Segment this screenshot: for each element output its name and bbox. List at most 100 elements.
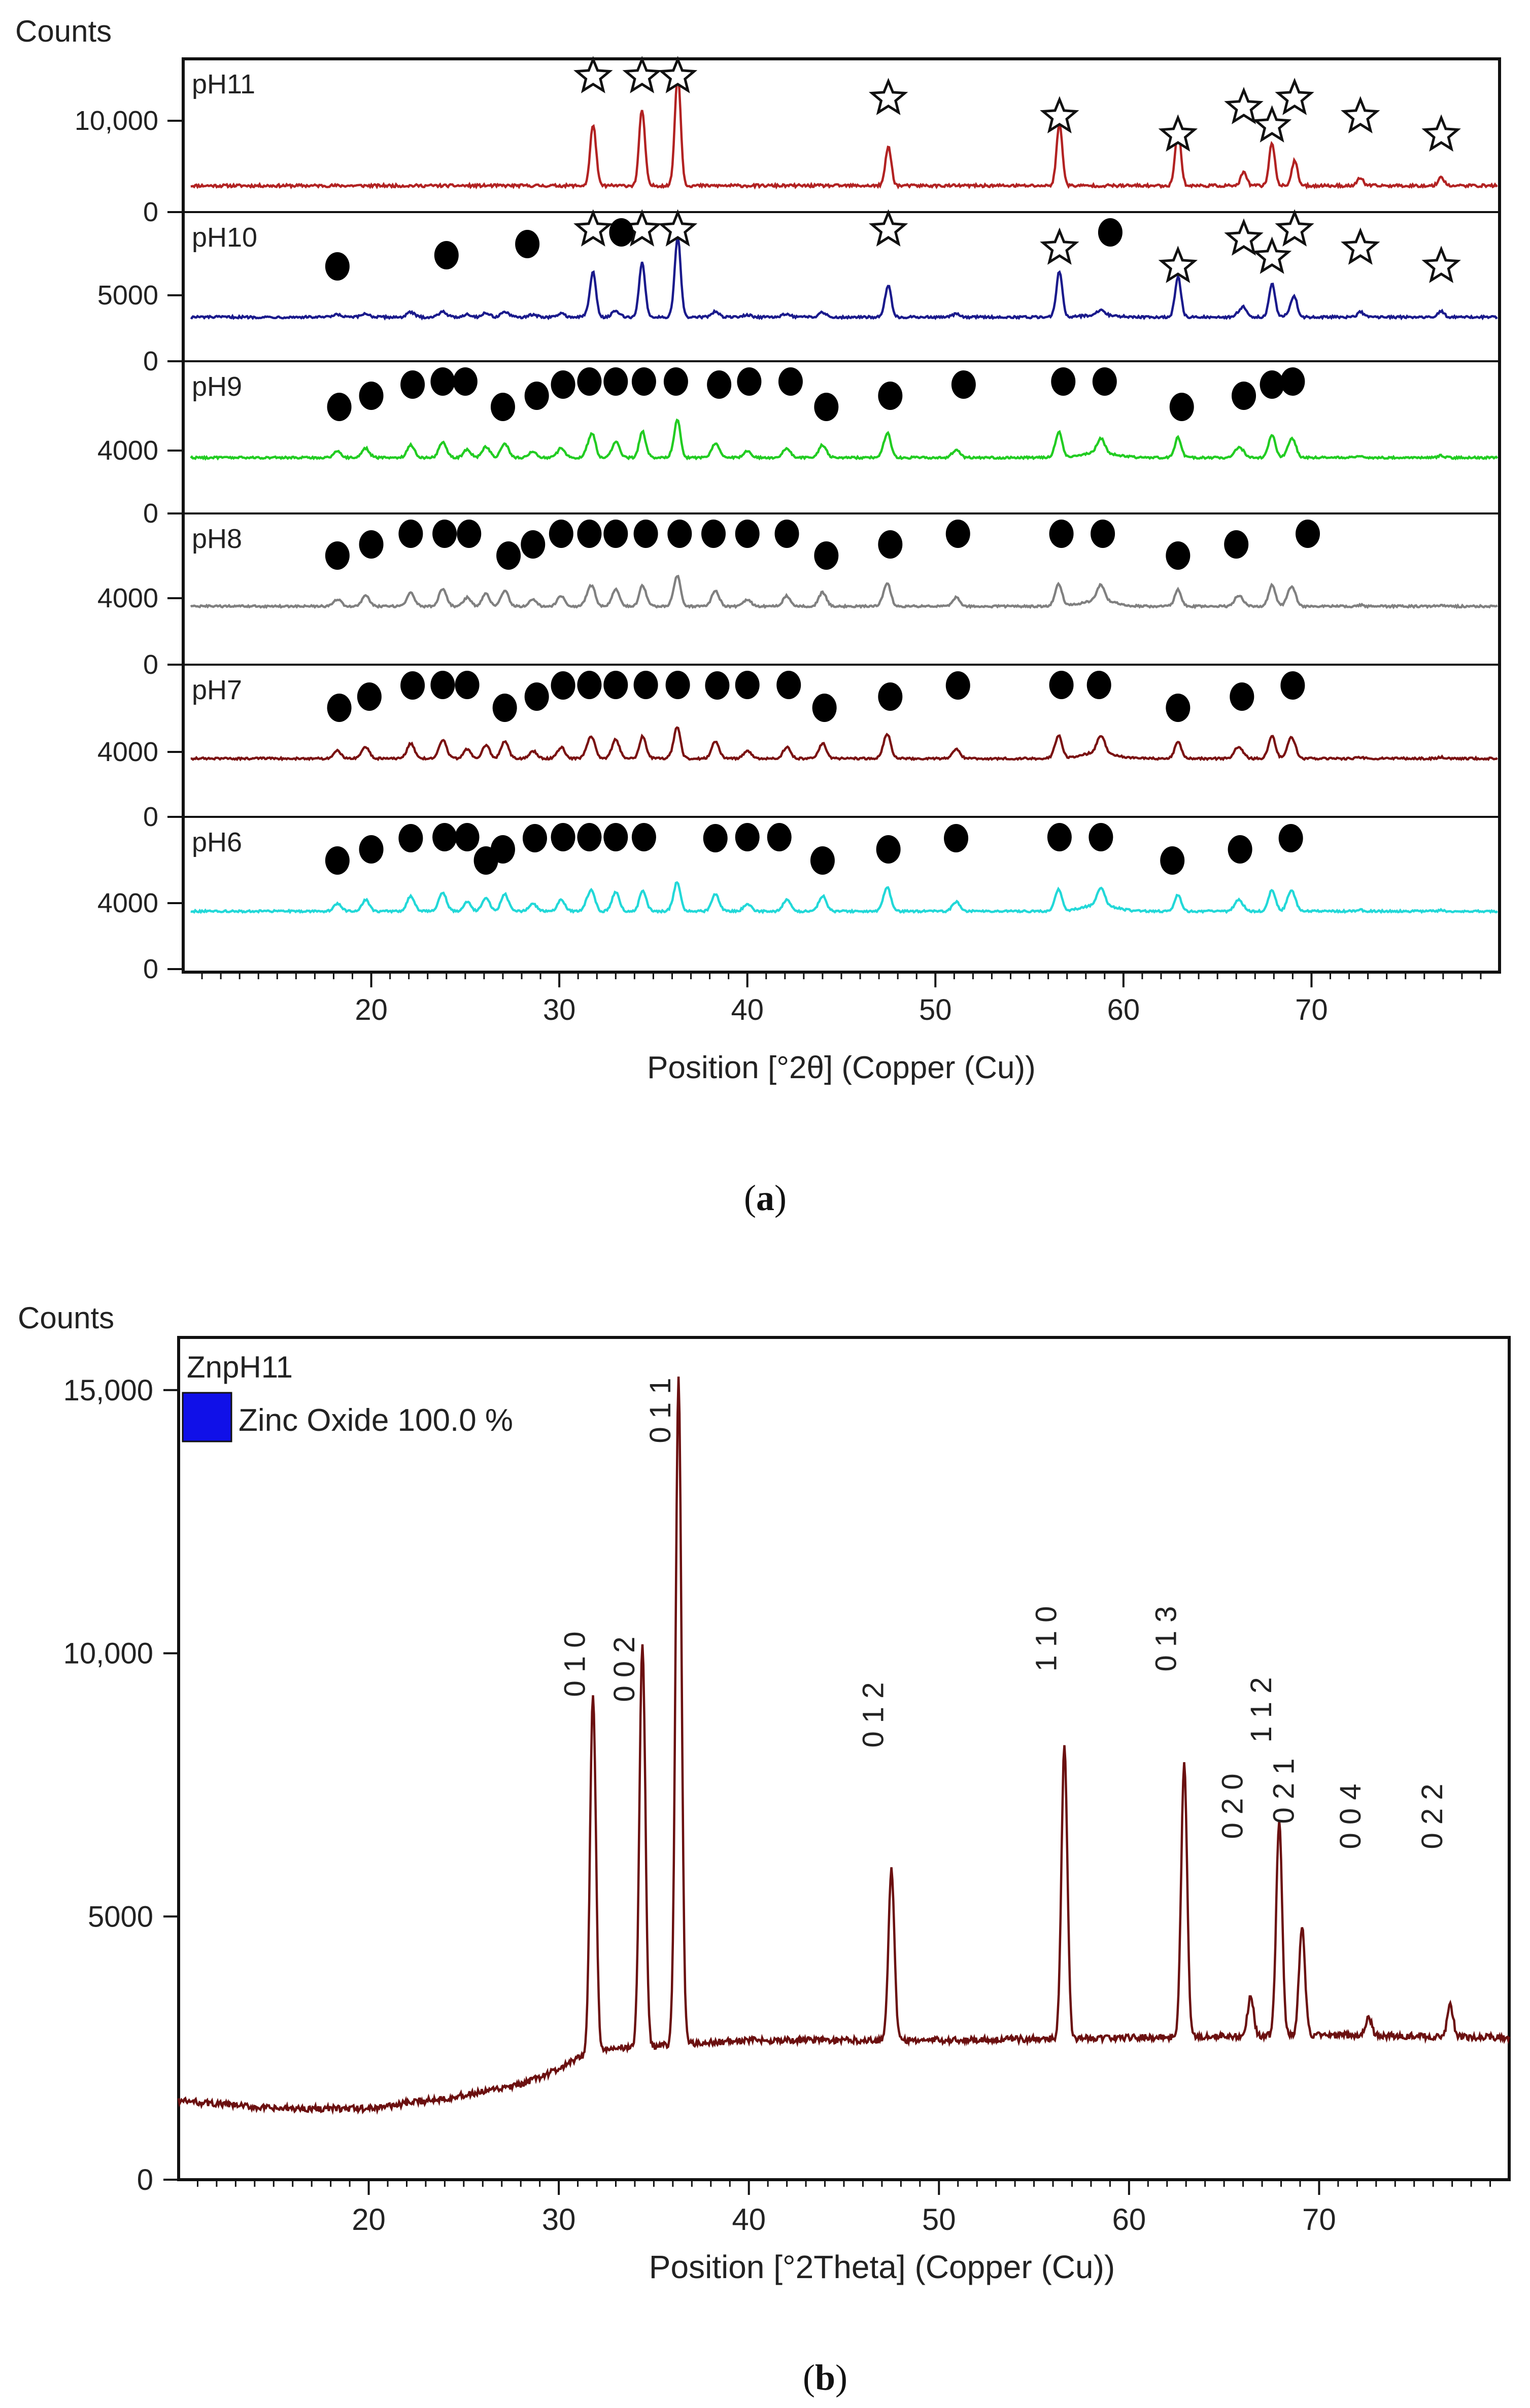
chart-a-panel-pH11: pH11 10,000 0 — [75, 56, 1498, 227]
chart-a-xrd-ph-series: Counts pH1110,0000pH1050000pH940000pH840… — [15, 14, 1501, 1085]
chart-a-lzh-dot-marker — [1092, 367, 1117, 396]
chart-b-hkl-label: 0 0 4 — [1334, 1784, 1367, 1849]
caption-b: (b) — [803, 2357, 847, 2398]
caption-a: (a) — [744, 1178, 787, 1218]
chart-b-plot: 0 1 0 0 0 2 0 1 1 0 1 2 1 1 0 0 1 3 0 2 0 1 1 2… — [63, 1374, 1511, 2196]
chart-a-lzh-dot-marker — [737, 367, 762, 396]
chart-a-lzh-dot-marker — [1047, 823, 1072, 851]
chart-a-lzh-dot-marker — [1166, 694, 1191, 722]
chart-a-lzh-dot-marker — [603, 367, 628, 396]
chart-a-lzh-dot-marker — [705, 671, 730, 700]
chart-a-lzh-dot-marker — [577, 671, 602, 699]
chart-a-lzh-dot-marker — [1166, 541, 1191, 570]
chart-a-x-axis: 20 30 40 50 60 70 — [201, 972, 1482, 1026]
chart-a-zno-star-marker — [658, 209, 698, 247]
chart-a-lzh-dot-marker — [663, 367, 688, 396]
chart-b-hkl-label: 1 1 2 — [1245, 1677, 1278, 1743]
chart-a-panel-pH7: pH7 4000 0 — [97, 664, 1500, 832]
chart-a-lzh-dot-marker — [951, 370, 976, 399]
chart-a-zno-star-marker — [1275, 78, 1314, 115]
chart-b-hkl-label: 0 1 0 — [559, 1632, 592, 1697]
chart-a-lzh-dot-marker — [767, 823, 792, 851]
chart-a-lzh-dot-marker — [359, 835, 384, 864]
chart-a-lzh-dot-marker — [359, 382, 384, 410]
chart-a-zno-star-marker — [573, 209, 613, 247]
chart-a-lzh-dot-marker — [434, 241, 459, 269]
chart-a-trace-pH9 — [190, 418, 1499, 461]
chart-a-lzh-dot-marker — [774, 520, 799, 548]
chart-a-lzh-dot-marker — [735, 671, 760, 699]
chart-a-zno-star-marker — [1252, 236, 1292, 274]
chart-a-trace-pH11 — [190, 73, 1498, 190]
chart-a-lzh-dot-marker — [633, 520, 658, 548]
chart-a-lzh-dot-marker — [810, 846, 835, 875]
chart-a-trace-pH10 — [190, 234, 1498, 321]
chart-b-x-tick-label: 30 — [542, 2203, 576, 2237]
chart-b-hkl-label: 0 2 0 — [1216, 1774, 1249, 1839]
chart-a-lzh-dot-marker — [492, 694, 517, 722]
chart-a-zno-star-marker — [658, 56, 698, 93]
chart-a-trace-pH7 — [190, 726, 1498, 762]
chart-a-lzh-dot-marker — [878, 382, 903, 410]
chart-a-x-tick-label: 40 — [731, 993, 764, 1026]
chart-b-title: ZnpH11 — [187, 1350, 293, 1384]
chart-a-lzh-dot-marker — [490, 393, 515, 421]
chart-a-lzh-dot-marker — [522, 824, 547, 852]
chart-a-lzh-dot-marker — [551, 370, 575, 399]
chart-a-lzh-dot-marker — [430, 671, 455, 699]
chart-a-lzh-dot-marker — [703, 824, 728, 852]
chart-b-hkl-label: 0 2 2 — [1416, 1784, 1449, 1849]
chart-a-lzh-dot-marker — [701, 520, 726, 548]
chart-a-y-tick-label: 4000 — [97, 583, 158, 613]
chart-a-lzh-dot-marker — [1098, 218, 1123, 247]
chart-b-ylabel: Counts — [18, 1301, 114, 1335]
chart-a-lzh-dot-marker — [778, 367, 803, 396]
chart-a-lzh-dot-marker — [1049, 671, 1074, 699]
chart-a-y-tick-label: 10,000 — [75, 106, 158, 136]
chart-a-lzh-dot-marker — [735, 823, 760, 851]
chart-a-lzh-dot-marker — [1224, 530, 1249, 559]
chart-a-lzh-dot-marker — [609, 218, 634, 247]
chart-a-y-tick-label: 4000 — [97, 737, 158, 767]
chart-b-hkl-label: 1 1 0 — [1030, 1606, 1063, 1672]
chart-a-lzh-dot-marker — [1296, 520, 1320, 548]
chart-b-y-tick-label: 15,000 — [63, 1374, 153, 1407]
chart-a-panel-pH8: pH8 4000 0 — [97, 512, 1500, 680]
chart-a-x-tick-label: 50 — [919, 993, 952, 1026]
chart-a-lzh-dot-marker — [577, 520, 602, 548]
chart-a-lzh-dot-marker — [515, 230, 540, 258]
chart-b-trace — [177, 1377, 1511, 2115]
chart-a-lzh-dot-marker — [1278, 824, 1303, 852]
chart-a-ylabel: Counts — [15, 14, 112, 48]
chart-a-lzh-dot-marker — [603, 520, 628, 548]
chart-a-zno-star-marker — [1421, 246, 1461, 283]
chart-a-y-tick-label: 4000 — [97, 888, 158, 918]
chart-a-zno-star-marker — [1252, 105, 1292, 143]
chart-a-zno-star-marker — [868, 209, 908, 247]
chart-a-panel-label: pH8 — [192, 524, 242, 554]
chart-a-zno-star-marker — [1224, 87, 1264, 124]
chart-b-x-tick-label: 40 — [732, 2203, 766, 2237]
chart-b-x-axis: 20 30 40 50 60 70 — [196, 2180, 1491, 2237]
chart-a-zero-label: 0 — [143, 197, 158, 227]
chart-a-zno-star-marker — [1158, 114, 1198, 152]
chart-a-zno-star-marker — [1421, 114, 1461, 152]
chart-a-lzh-dot-marker — [549, 520, 573, 548]
chart-a-lzh-dot-marker — [577, 823, 602, 851]
chart-b-hkl-label: 0 0 2 — [608, 1637, 641, 1702]
chart-a-lzh-dot-marker — [1260, 370, 1284, 399]
chart-a-zero-label: 0 — [143, 802, 158, 832]
chart-a-lzh-dot-marker — [814, 393, 839, 421]
chart-a-lzh-dot-marker — [325, 252, 350, 281]
chart-a-lzh-dot-marker — [603, 823, 628, 851]
chart-a-lzh-dot-marker — [325, 541, 350, 570]
chart-a-lzh-dot-marker — [524, 382, 549, 410]
chart-a-lzh-dot-marker — [631, 367, 656, 396]
chart-a-zero-label: 0 — [143, 498, 158, 529]
chart-a-y-tick-label: 5000 — [97, 280, 158, 311]
chart-b-xlabel: Position [°2Theta] (Copper (Cu)) — [649, 2249, 1115, 2285]
chart-a-zno-star-marker — [1224, 218, 1264, 256]
chart-a-lzh-dot-marker — [524, 682, 549, 711]
chart-b-legend-swatch — [182, 1392, 232, 1442]
chart-a-x-tick-label: 20 — [355, 993, 388, 1026]
